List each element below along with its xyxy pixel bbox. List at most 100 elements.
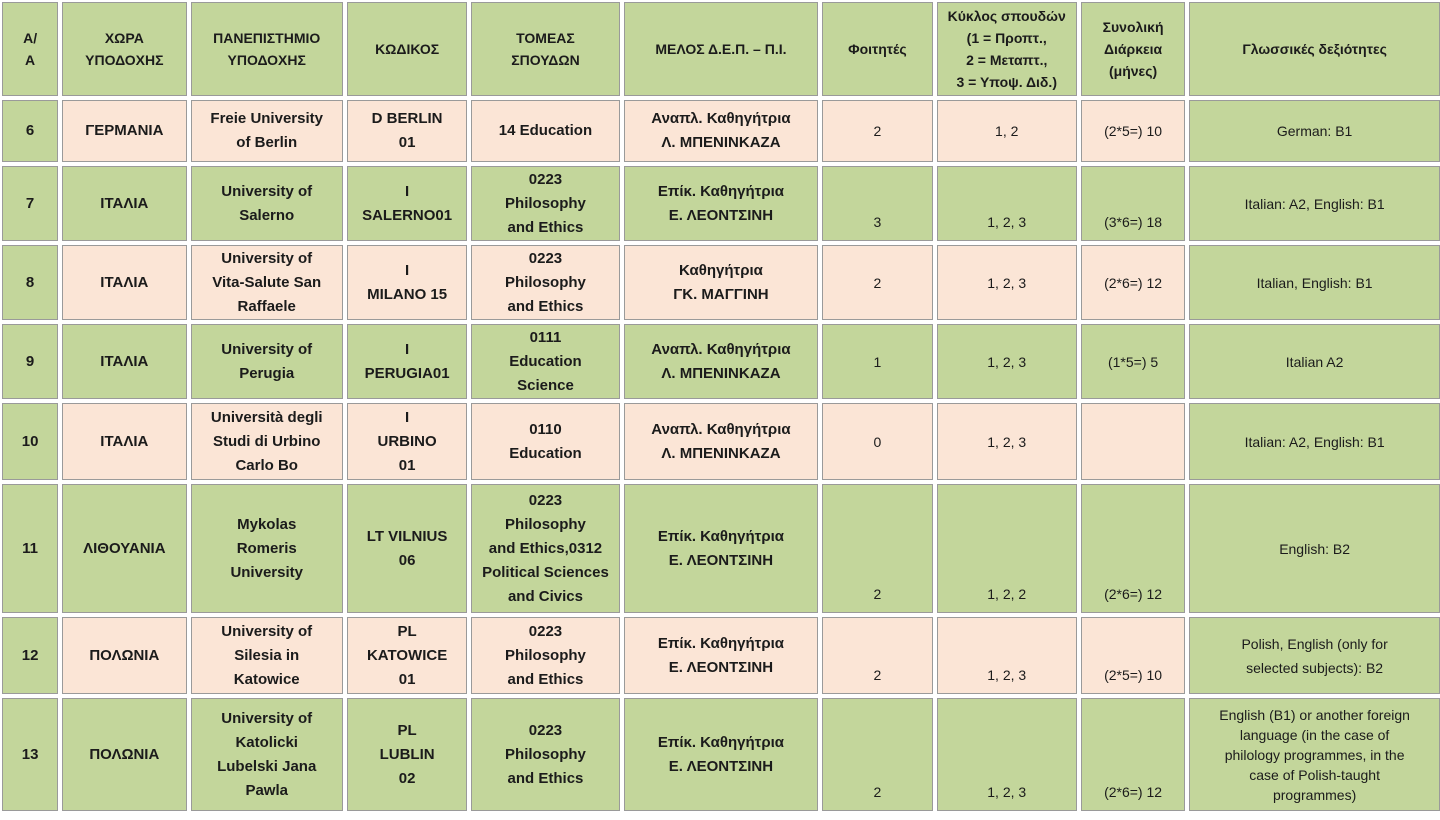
cell-field: 0223 Philosophy and Ethics [471, 166, 620, 241]
cell-duration: (2*5=) 10 [1080, 100, 1186, 162]
cell-cycle: 1, 2, 3 [936, 324, 1077, 399]
cell-code: PL KATOWICE 01 [346, 617, 468, 694]
table-row: 10 ΙΤΑΛΙΑ Università degli Studi di Urbino… [2, 403, 1440, 480]
cell-university: University of Salerno [190, 166, 343, 241]
cell-cycle: 1, 2 [936, 100, 1077, 162]
cell-languages: Italian A2 [1189, 324, 1440, 399]
cell-aa: 7 [2, 166, 59, 241]
table-row: 13 ΠΟΛΩΝΙΑ University of Katolicki Lubelsk… [2, 698, 1440, 811]
cell-students: 2 [822, 100, 933, 162]
cell-country: ΛΙΘΟΥΑΝΙΑ [62, 484, 187, 613]
cell-code: I PERUGIA01 [346, 324, 468, 399]
cell-students: 2 [822, 617, 933, 694]
cell-code: I MILANO 15 [346, 245, 468, 320]
table-row: 6 ΓΕΡΜΑΝΙΑ Freie University of Berlin D BER… [2, 100, 1440, 162]
cell-duration: (2*6=) 12 [1080, 245, 1186, 320]
cell-aa: 12 [2, 617, 59, 694]
cell-aa: 11 [2, 484, 59, 613]
header-languages: Γλωσσικές δεξιότητες [1189, 2, 1440, 96]
cell-member: Αναπλ. Καθηγήτρια Λ. ΜΠΕΝΙΝΚΑΖΑ [623, 100, 819, 162]
cell-students: 2 [822, 484, 933, 613]
cell-university: Università degli Studi di Urbino Carlo B… [190, 403, 343, 480]
cell-aa: 9 [2, 324, 59, 399]
cell-duration: (2*6=) 12 [1080, 698, 1186, 811]
cell-field: 0110 Education [471, 403, 620, 480]
cell-country: ΓΕΡΜΑΝΙΑ [62, 100, 187, 162]
header-country: ΧΩΡΑ ΥΠΟΔΟΧΗΣ [62, 2, 187, 96]
cell-languages: Italian, English: B1 [1189, 245, 1440, 320]
cell-university: Mykolas Romeris University [190, 484, 343, 613]
header-field: ΤΟΜΕΑΣ ΣΠΟΥΔΩΝ [471, 2, 620, 96]
cell-field: 0111 Education Science [471, 324, 620, 399]
cell-code: I SALERNO01 [346, 166, 468, 241]
cell-students: 0 [822, 403, 933, 480]
header-member: ΜΕΛΟΣ Δ.Ε.Π. – Π.Ι. [623, 2, 819, 96]
cell-cycle: 1, 2, 3 [936, 245, 1077, 320]
cell-member: Αναπλ. Καθηγήτρια Λ. ΜΠΕΝΙΝΚΑΖΑ [623, 403, 819, 480]
cell-languages: English: B2 [1189, 484, 1440, 613]
cell-field: 0223 Philosophy and Ethics [471, 245, 620, 320]
cell-languages: Italian: A2, English: B1 [1189, 403, 1440, 480]
cell-country: ΠΟΛΩΝΙΑ [62, 617, 187, 694]
cell-country: ΙΤΑΛΙΑ [62, 166, 187, 241]
header-students: Φοιτητές [822, 2, 933, 96]
cell-cycle: 1, 2, 3 [936, 403, 1077, 480]
cell-cycle: 1, 2, 2 [936, 484, 1077, 613]
table-row: 11 ΛΙΘΟΥΑΝΙΑ Mykolas Romeris University LT … [2, 484, 1440, 613]
header-cycle: Κύκλος σπουδών (1 = Προπτ., 2 = Μεταπτ.,… [936, 2, 1077, 96]
table-row: 12 ΠΟΛΩΝΙΑ University of Silesia in Katowi… [2, 617, 1440, 694]
cell-languages: German: B1 [1189, 100, 1440, 162]
cell-university: University of Silesia in Katowice [190, 617, 343, 694]
cell-field: 14 Education [471, 100, 620, 162]
cell-member: Επίκ. Καθηγήτρια Ε. ΛΕΟΝΤΣΙΝΗ [623, 698, 819, 811]
cell-duration: (1*5=) 5 [1080, 324, 1186, 399]
cell-university: Freie University of Berlin [190, 100, 343, 162]
cell-cycle: 1, 2, 3 [936, 617, 1077, 694]
cell-duration: (2*5=) 10 [1080, 617, 1186, 694]
table-row: 8 ΙΤΑΛΙΑ University of Vita-Salute San Raf… [2, 245, 1440, 320]
header-code: ΚΩΔΙΚΟΣ [346, 2, 468, 96]
cell-students: 1 [822, 324, 933, 399]
cell-country: ΙΤΑΛΙΑ [62, 324, 187, 399]
header-university: ΠΑΝΕΠΙΣΤΗΜΙΟ ΥΠΟΔΟΧΗΣ [190, 2, 343, 96]
table-row: 7 ΙΤΑΛΙΑ University of Salerno I SALERNO01 0… [2, 166, 1440, 241]
cell-cycle: 1, 2, 3 [936, 166, 1077, 241]
cell-field: 0223 Philosophy and Ethics,0312 Politica… [471, 484, 620, 613]
cell-member: Καθηγήτρια ΓΚ. ΜΑΓΓΙΝΗ [623, 245, 819, 320]
cell-code: LT VILNIUS 06 [346, 484, 468, 613]
cell-field: 0223 Philosophy and Ethics [471, 698, 620, 811]
cell-aa: 8 [2, 245, 59, 320]
table-row: 9 ΙΤΑΛΙΑ University of Perugia I PERUGIA01 0… [2, 324, 1440, 399]
cell-member: Επίκ. Καθηγήτρια Ε. ΛΕΟΝΤΣΙΝΗ [623, 617, 819, 694]
cell-duration: (3*6=) 18 [1080, 166, 1186, 241]
cell-duration [1080, 403, 1186, 480]
cell-students: 3 [822, 166, 933, 241]
header-duration: Συνολική Διάρκεια (μήνες) [1080, 2, 1186, 96]
cell-university: University of Vita-Salute San Raffaele [190, 245, 343, 320]
cell-aa: 13 [2, 698, 59, 811]
cell-field: 0223 Philosophy and Ethics [471, 617, 620, 694]
cell-duration: (2*6=) 12 [1080, 484, 1186, 613]
cell-country: ΠΟΛΩΝΙΑ [62, 698, 187, 811]
cell-code: PL LUBLIN 02 [346, 698, 468, 811]
cell-aa: 10 [2, 403, 59, 480]
cell-students: 2 [822, 245, 933, 320]
cell-code: D BERLIN 01 [346, 100, 468, 162]
header-row: Α/ Α ΧΩΡΑ ΥΠΟΔΟΧΗΣ ΠΑΝΕΠΙΣΤΗΜΙΟ ΥΠΟΔΟΧΗΣ ΚΩ… [2, 2, 1440, 96]
cell-code: I URBINO 01 [346, 403, 468, 480]
cell-languages: Italian: A2, English: B1 [1189, 166, 1440, 241]
cell-university: University of Perugia [190, 324, 343, 399]
cell-cycle: 1, 2, 3 [936, 698, 1077, 811]
cell-languages: Polish, English (only for selected subje… [1189, 617, 1440, 694]
cell-aa: 6 [2, 100, 59, 162]
cell-member: Επίκ. Καθηγήτρια Ε. ΛΕΟΝΤΣΙΝΗ [623, 166, 819, 241]
header-aa: Α/ Α [2, 2, 59, 96]
cell-country: ΙΤΑΛΙΑ [62, 403, 187, 480]
cell-member: Επίκ. Καθηγήτρια Ε. ΛΕΟΝΤΣΙΝΗ [623, 484, 819, 613]
cell-country: ΙΤΑΛΙΑ [62, 245, 187, 320]
cell-university: University of Katolicki Lubelski Jana Pa… [190, 698, 343, 811]
cell-languages: English (B1) or another foreign language… [1189, 698, 1440, 811]
cell-member: Αναπλ. Καθηγήτρια Λ. ΜΠΕΝΙΝΚΑΖΑ [623, 324, 819, 399]
cell-students: 2 [822, 698, 933, 811]
